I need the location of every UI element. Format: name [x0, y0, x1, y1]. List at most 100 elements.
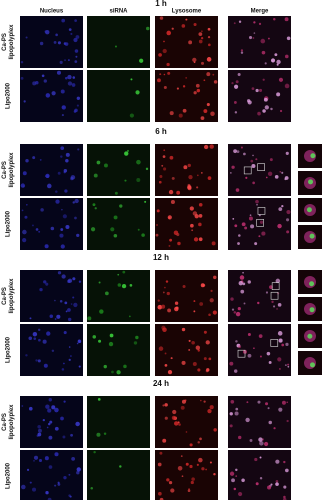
cell	[198, 237, 203, 242]
cell	[237, 307, 241, 311]
cell	[146, 26, 150, 31]
cell	[230, 172, 232, 174]
cell	[174, 301, 179, 305]
cell	[60, 228, 64, 231]
cell	[182, 284, 186, 288]
cell	[188, 40, 193, 45]
cell	[273, 427, 276, 430]
cell	[32, 331, 38, 337]
cell	[25, 354, 28, 357]
zoom-box	[237, 349, 246, 358]
inset-cell	[304, 357, 316, 369]
cell	[174, 421, 179, 426]
cell	[93, 450, 96, 454]
cell	[108, 341, 114, 347]
cell	[229, 424, 233, 428]
cell	[164, 352, 167, 355]
cell	[73, 37, 78, 43]
cell	[193, 91, 197, 95]
cell	[258, 235, 261, 238]
cell	[92, 203, 96, 207]
cell	[96, 160, 101, 165]
cell	[250, 224, 255, 229]
cell	[56, 314, 61, 319]
zoom-box	[270, 291, 279, 300]
cell	[50, 226, 55, 231]
cell	[51, 349, 55, 353]
cell	[141, 233, 145, 237]
cell	[98, 281, 101, 284]
cell	[185, 18, 188, 21]
cell	[195, 83, 200, 88]
cell	[192, 362, 197, 367]
micrograph	[87, 144, 150, 196]
cell	[63, 168, 68, 173]
cell	[169, 238, 173, 242]
cell	[47, 497, 52, 500]
cell	[21, 405, 24, 407]
cell	[159, 73, 162, 76]
cell	[68, 28, 72, 31]
cell	[230, 297, 234, 301]
cell	[161, 325, 166, 330]
cell	[117, 273, 120, 276]
cell	[73, 302, 78, 308]
cell	[23, 100, 26, 103]
cell	[70, 175, 76, 180]
time-label: 24 h	[153, 379, 169, 388]
cell	[164, 416, 168, 420]
cell	[234, 111, 238, 114]
cell	[259, 477, 263, 480]
cell	[185, 431, 188, 433]
cell	[43, 79, 47, 83]
cell	[49, 420, 53, 424]
cell	[67, 81, 73, 86]
cell	[267, 485, 272, 490]
cell	[20, 60, 24, 64]
cell	[274, 175, 279, 179]
row-label: Lipo2000	[6, 462, 12, 489]
cell	[241, 478, 245, 483]
cell	[163, 40, 165, 43]
cell	[59, 233, 64, 238]
cell	[25, 158, 29, 163]
micrograph	[87, 70, 150, 122]
cell	[41, 74, 45, 78]
cell	[54, 484, 57, 487]
cell	[237, 73, 241, 77]
cell	[67, 59, 70, 62]
zoom-box	[256, 219, 264, 227]
cell	[208, 43, 211, 47]
cell	[55, 190, 58, 193]
cell	[61, 368, 65, 371]
cell	[203, 357, 207, 361]
cell	[135, 90, 140, 95]
cell	[136, 177, 141, 182]
cell	[195, 345, 201, 350]
cell	[287, 363, 290, 366]
cell	[247, 280, 251, 284]
cell	[191, 477, 195, 481]
cell	[199, 437, 202, 441]
micrograph	[20, 16, 83, 68]
cell	[203, 79, 206, 82]
cell	[159, 175, 163, 178]
cell	[249, 439, 253, 442]
cell	[194, 214, 199, 219]
micrograph	[20, 324, 83, 376]
cell	[279, 171, 282, 173]
cell	[282, 497, 287, 500]
cell	[275, 459, 280, 464]
cell	[233, 149, 237, 154]
cell	[265, 402, 269, 406]
cell	[60, 89, 65, 94]
cell	[25, 36, 28, 39]
inset-signal	[307, 333, 313, 339]
cell	[94, 207, 97, 210]
cell	[45, 282, 49, 286]
cell	[230, 399, 235, 404]
cell	[38, 230, 41, 233]
cell	[255, 482, 259, 486]
cell	[72, 201, 75, 204]
cell	[209, 298, 214, 303]
